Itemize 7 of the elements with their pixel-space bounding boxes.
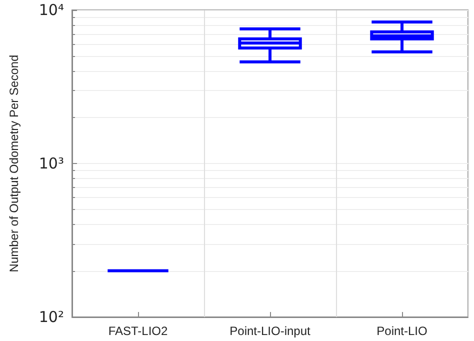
y-tick-label: 10³ (38, 154, 64, 172)
y-tick-label: 10² (38, 308, 64, 326)
y-axis-title: Number of Output Odometry Per Second (7, 54, 21, 272)
y-tick-label: 10⁴ (38, 1, 64, 19)
x-tick-label: FAST-LIO2 (108, 324, 168, 338)
x-tick-label: Point-LIO (376, 324, 428, 338)
x-tick-label: Point-LIO-input (230, 324, 312, 338)
